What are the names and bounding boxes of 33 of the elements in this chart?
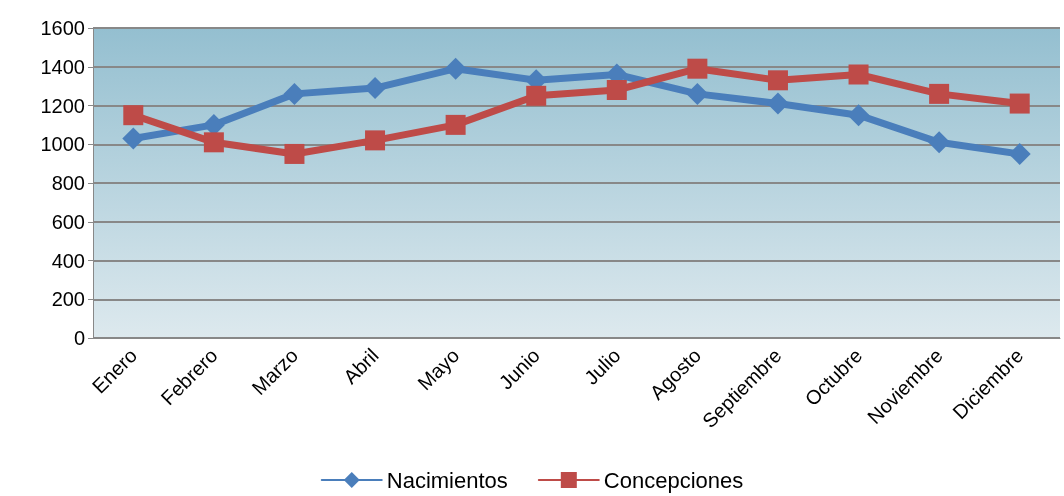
point	[928, 131, 951, 154]
point	[848, 64, 869, 85]
y-tick-label: 1000	[40, 133, 85, 156]
y-tick-label: 0	[73, 327, 85, 349]
point	[445, 114, 466, 135]
point	[929, 83, 950, 104]
point	[123, 105, 144, 126]
y-tick-label: 200	[51, 288, 85, 311]
y-tick-label: 400	[51, 249, 85, 272]
point	[444, 57, 467, 80]
point	[766, 92, 789, 115]
point	[364, 77, 387, 100]
point	[122, 127, 145, 150]
point	[606, 80, 627, 100]
x-tick-label: Julio	[579, 344, 625, 389]
y-tick-label: 1600	[40, 17, 85, 39]
point	[283, 82, 306, 105]
point	[1009, 93, 1030, 114]
point	[686, 82, 709, 105]
point	[526, 85, 547, 106]
point	[1008, 142, 1031, 165]
point	[767, 70, 788, 91]
y-tick-label: 1200	[40, 94, 85, 117]
point	[284, 143, 305, 164]
point	[365, 130, 386, 151]
point	[847, 104, 870, 127]
point	[203, 132, 224, 153]
point	[687, 58, 708, 79]
y-tick-label: 1400	[40, 55, 85, 78]
y-tick-label: 800	[51, 172, 85, 194]
legend-label: Nacimientos	[386, 467, 508, 493]
y-tick-label: 600	[51, 210, 85, 233]
legend-label: Concepciones	[603, 467, 744, 493]
